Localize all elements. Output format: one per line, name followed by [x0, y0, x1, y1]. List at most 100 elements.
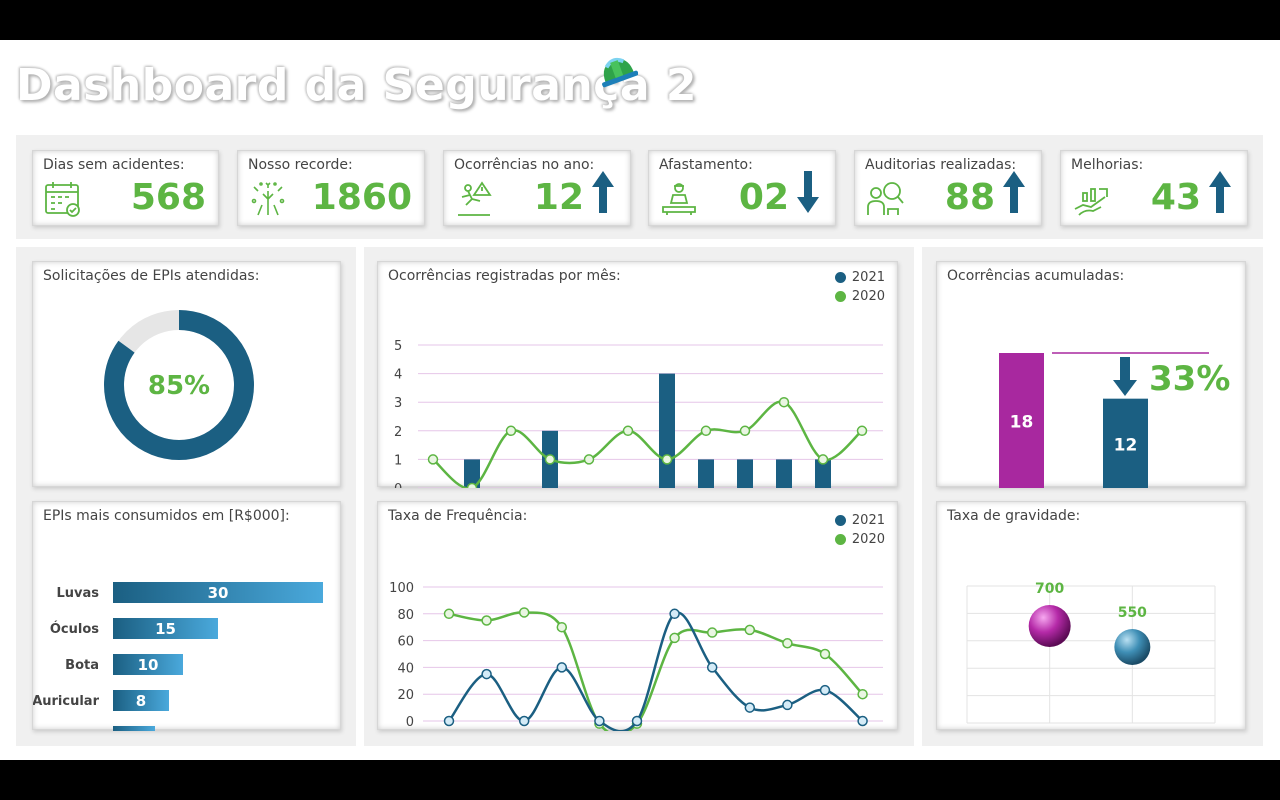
- bar-value-label: 30: [208, 584, 229, 602]
- y-tick-label: 100: [389, 581, 414, 596]
- donut-chart: 85%: [104, 310, 254, 460]
- bar-value-label: 10: [138, 656, 159, 674]
- bar-bota: [113, 654, 183, 675]
- point-2020: [778, 396, 790, 408]
- point-2020: [669, 632, 680, 644]
- card-title: EPIs mais consumidos em [R$000]:: [43, 508, 290, 524]
- kpi-label: Dias sem acidentes:: [43, 157, 185, 173]
- point-2020: [505, 425, 517, 437]
- donut-value-slice: [104, 310, 254, 460]
- kpi-value: 568: [130, 177, 206, 218]
- legend-label-2020: 2020: [851, 289, 885, 304]
- legend-label-2020: 2020: [851, 532, 885, 547]
- y-tick-label: 20: [397, 688, 414, 703]
- point-2020: [744, 624, 756, 636]
- card-title: Taxa de gravidade:: [947, 508, 1081, 524]
- point-2021: [669, 608, 680, 620]
- page-title: Dashboard da Segurança 2: [16, 60, 697, 111]
- kpi-label: Ocorrências no ano:: [454, 157, 595, 173]
- category-label: Mangote: [35, 730, 99, 731]
- category-label: Óculos: [50, 621, 99, 637]
- legend-label-2021: 2021: [851, 513, 885, 528]
- audit-magnifier-icon: [867, 182, 904, 215]
- trend-up-arrow-icon: [1003, 171, 1025, 213]
- line-2020: [432, 400, 863, 488]
- point-2021: [556, 662, 568, 673]
- chart-legend: 2021 2020: [834, 511, 885, 549]
- monthly-occurrences-chart: 012345JANFEVMARABRMAIJUNJULAGOSETOUTNOVD…: [394, 339, 883, 488]
- kpi-label: Melhorias:: [1071, 157, 1144, 173]
- point-2021: [706, 662, 718, 673]
- point-2020: [481, 615, 492, 626]
- bar-value-label: 6: [129, 728, 139, 731]
- y-tick-label: 4: [394, 368, 402, 383]
- improvement-chart-icon: [1074, 188, 1108, 216]
- bar-2021: [776, 459, 792, 488]
- consumed-epis-card: EPIs mais consumidos em [R$000]: Luvas 30…: [32, 501, 341, 731]
- point-2020: [556, 621, 568, 633]
- card-title: Ocorrências registradas por mês:: [388, 268, 621, 284]
- point-2020: [443, 608, 455, 620]
- bubble-2021: [1114, 629, 1151, 665]
- frequency-rate-card: Taxa de Frequência: 2021 2020 -200204060…: [377, 501, 898, 731]
- kpi-value: 12: [533, 177, 584, 218]
- consumed-epis-chart: Luvas 30 Óculos 15 Bota 10 Auricular 8 Mangote 6: [33, 582, 323, 731]
- variation-label: 33%: [1149, 359, 1230, 399]
- point-2020: [706, 627, 718, 638]
- line-2020: [448, 611, 864, 731]
- trend-up-arrow-icon: [592, 171, 614, 213]
- kpi-card-record: Nosso recorde: 1860: [237, 150, 425, 226]
- point-2021: [744, 702, 756, 713]
- accumulated-occurrences-card: Ocorrências acumuladas: 18202012202133%: [936, 261, 1246, 488]
- point-value-label: 700: [1035, 581, 1064, 597]
- bubble-2020: [1028, 605, 1071, 647]
- chart-legend: 2021 2020: [834, 268, 885, 306]
- card-title: Taxa de Frequência:: [388, 508, 528, 524]
- bar-mangote: [113, 726, 155, 731]
- bar-2021: [698, 459, 714, 488]
- bar-2021: [1103, 398, 1148, 488]
- monthly-occurrences-card: Ocorrências registradas por mês: 2021 20…: [377, 261, 898, 488]
- point-2020: [583, 454, 595, 465]
- point-2021: [594, 715, 605, 727]
- kpi-panel: [16, 135, 1263, 239]
- frequency-rate-chart: -20020406080100JANFEVMARABRMAIJUNJULAGOS…: [389, 581, 883, 731]
- card-title: Solicitações de EPIs atendidas:: [43, 268, 260, 284]
- kpi-value: 02: [738, 177, 789, 218]
- point-2020: [856, 425, 868, 437]
- point-2021: [518, 715, 530, 727]
- point-2020: [782, 638, 793, 649]
- category-label: Auricular: [33, 694, 100, 709]
- kpi-value: 43: [1150, 177, 1201, 218]
- bar-value-label: 8: [136, 692, 146, 710]
- bar-2021: [464, 459, 480, 488]
- kpi-card-occurrences-year: Ocorrências no ano: 12: [443, 150, 631, 226]
- severity-rate-card: Taxa de gravidade: 201920202021202270055…: [936, 501, 1246, 730]
- point-2020: [466, 482, 478, 488]
- point-2020: [857, 688, 868, 700]
- point-2020: [739, 425, 751, 437]
- point-2021: [443, 715, 455, 727]
- trend-down-arrow-icon: [797, 171, 819, 213]
- point-value-label: 550: [1118, 605, 1147, 621]
- dashboard-screen: Dashboard da Segurança 2 Dias sem aciden…: [0, 40, 1280, 760]
- line-2021: [447, 611, 864, 731]
- point-2021: [819, 684, 831, 696]
- y-tick-label: 1: [394, 453, 402, 468]
- bar-2020: [999, 353, 1044, 488]
- point-2021: [631, 715, 643, 727]
- kpi-card-leave: Afastamento: 02: [648, 150, 836, 226]
- kpi-card-audits: Auditorias realizadas: 88: [854, 150, 1042, 226]
- point-2021: [857, 715, 868, 727]
- y-tick-label: 80: [397, 608, 414, 623]
- point-2021: [481, 668, 492, 680]
- bar-2021: [815, 459, 831, 488]
- bar-óculos: [113, 618, 218, 639]
- kpi-label: Auditorias realizadas:: [865, 157, 1017, 173]
- legend-swatch-2021: [834, 272, 846, 283]
- y-tick-label: 60: [397, 635, 414, 650]
- y-tick-label: 5: [394, 339, 402, 354]
- bar-auricular: [113, 690, 169, 711]
- bar-2021: [737, 459, 753, 488]
- bar-value-label: 15: [155, 620, 176, 638]
